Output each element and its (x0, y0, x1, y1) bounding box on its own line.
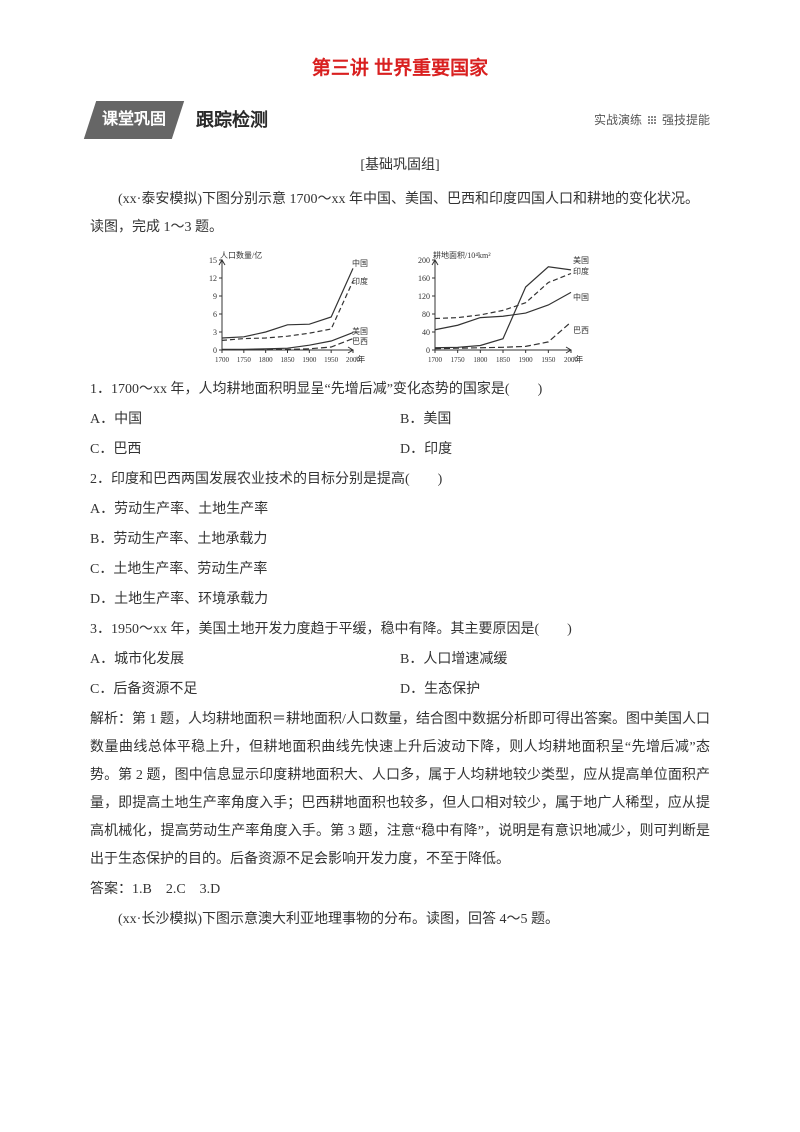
svg-text:巴西: 巴西 (352, 337, 368, 346)
svg-text:120: 120 (418, 292, 430, 301)
svg-text:15: 15 (209, 256, 217, 265)
chart-row: 036912151700175018001850190019502000人口数量… (90, 248, 710, 368)
svg-text:80: 80 (422, 310, 430, 319)
q2-opt-d: D．土地生产率、环境承载力 (90, 586, 710, 614)
banner-left: 课堂巩固 跟踪检测 (90, 106, 268, 134)
q2-opt-a: A．劳动生产率、土地生产率 (90, 496, 710, 524)
svg-text:6: 6 (213, 310, 217, 319)
q3-row-2: C．后备资源不足 D．生态保护 (90, 676, 710, 704)
svg-text:1750: 1750 (236, 356, 251, 364)
svg-text:1950: 1950 (541, 356, 556, 364)
q2-opt-b: B．劳动生产率、土地承载力 (90, 526, 710, 554)
q3-opt-b: B．人口增速减缓 (400, 646, 710, 674)
svg-text:1950: 1950 (324, 356, 339, 364)
svg-text:中国: 中国 (573, 292, 589, 302)
q3-opt-d: D．生态保护 (400, 676, 710, 704)
q1-opt-b: B．美国 (400, 406, 710, 434)
q2-opt-c: C．土地生产率、劳动生产率 (90, 556, 710, 584)
q2-stem: 2．印度和巴西两国发展农业技术的目标分别是提高( ) (90, 466, 710, 494)
intro-2: (xx·长沙模拟)下图示意澳大利亚地理事物的分布。读图，回答 4～5 题。 (90, 906, 710, 934)
arable-land-chart: 0408012016020017001750180018501900195020… (407, 248, 607, 368)
population-chart: 036912151700175018001850190019502000人口数量… (194, 248, 389, 368)
svg-text:1900: 1900 (302, 356, 317, 364)
svg-text:中国: 中国 (352, 258, 368, 268)
svg-text:40: 40 (422, 328, 430, 337)
svg-text:/年: /年 (573, 354, 583, 364)
svg-text:印度: 印度 (352, 276, 368, 286)
banner-subtitle: 跟踪检测 (196, 102, 268, 138)
section-label: [基础巩固组] (90, 152, 710, 180)
svg-text:0: 0 (213, 346, 217, 355)
q1-row-2: C．巴西 D．印度 (90, 436, 710, 464)
svg-text:1900: 1900 (518, 356, 533, 364)
svg-text:巴西: 巴西 (573, 326, 589, 335)
banner: 课堂巩固 跟踪检测 实战演练 强技提能 (90, 106, 710, 134)
banner-right: 实战演练 强技提能 (594, 108, 710, 132)
banner-right-text-2: 强技提能 (662, 108, 710, 132)
banner-tab-text: 课堂巩固 (102, 104, 166, 136)
banner-right-text-1: 实战演练 (594, 108, 642, 132)
page-title: 第三讲 世界重要国家 (90, 50, 710, 88)
answer-line: 答案：1.B 2.C 3.D (90, 876, 710, 904)
svg-text:1850: 1850 (280, 356, 295, 364)
svg-text:1850: 1850 (496, 356, 511, 364)
q3-opt-a: A．城市化发展 (90, 646, 400, 674)
explanation: 解析：第 1 题，人均耕地面积＝耕地面积/人口数量，结合图中数据分析即可得出答案… (90, 706, 710, 874)
svg-text:200: 200 (418, 256, 430, 265)
q1-opt-a: A．中国 (90, 406, 400, 434)
svg-text:1700: 1700 (428, 356, 443, 364)
q1-opt-c: C．巴西 (90, 436, 400, 464)
dots-icon (648, 116, 656, 124)
svg-text:耕地面积/10⁴km²: 耕地面积/10⁴km² (433, 250, 491, 260)
svg-text:印度: 印度 (573, 266, 589, 276)
svg-text:1700: 1700 (215, 356, 230, 364)
q3-opt-c: C．后备资源不足 (90, 676, 400, 704)
q1-row-1: A．中国 B．美国 (90, 406, 710, 434)
q1-opt-d: D．印度 (400, 436, 710, 464)
svg-text:9: 9 (213, 292, 217, 301)
q3-row-1: A．城市化发展 B．人口增速减缓 (90, 646, 710, 674)
q3-stem: 3．1950～xx 年，美国土地开发力度趋于平缓，稳中有降。其主要原因是( ) (90, 616, 710, 644)
svg-text:160: 160 (418, 274, 430, 283)
svg-text:1750: 1750 (450, 356, 465, 364)
banner-tab: 课堂巩固 (84, 101, 184, 139)
svg-text:/年: /年 (355, 354, 365, 364)
intro-1: (xx·泰安模拟)下图分别示意 1700～xx 年中国、美国、巴西和印度四国人口… (90, 186, 710, 242)
svg-text:1800: 1800 (258, 356, 273, 364)
svg-text:0: 0 (426, 346, 430, 355)
svg-text:12: 12 (209, 274, 217, 283)
svg-text:3: 3 (213, 328, 217, 337)
svg-text:1800: 1800 (473, 356, 488, 364)
q1-stem: 1．1700～xx 年，人均耕地面积明显呈“先增后减”变化态势的国家是( ) (90, 376, 710, 404)
svg-text:人口数量/亿: 人口数量/亿 (220, 250, 262, 260)
svg-text:美国: 美国 (352, 326, 368, 336)
svg-text:美国: 美国 (573, 255, 589, 265)
